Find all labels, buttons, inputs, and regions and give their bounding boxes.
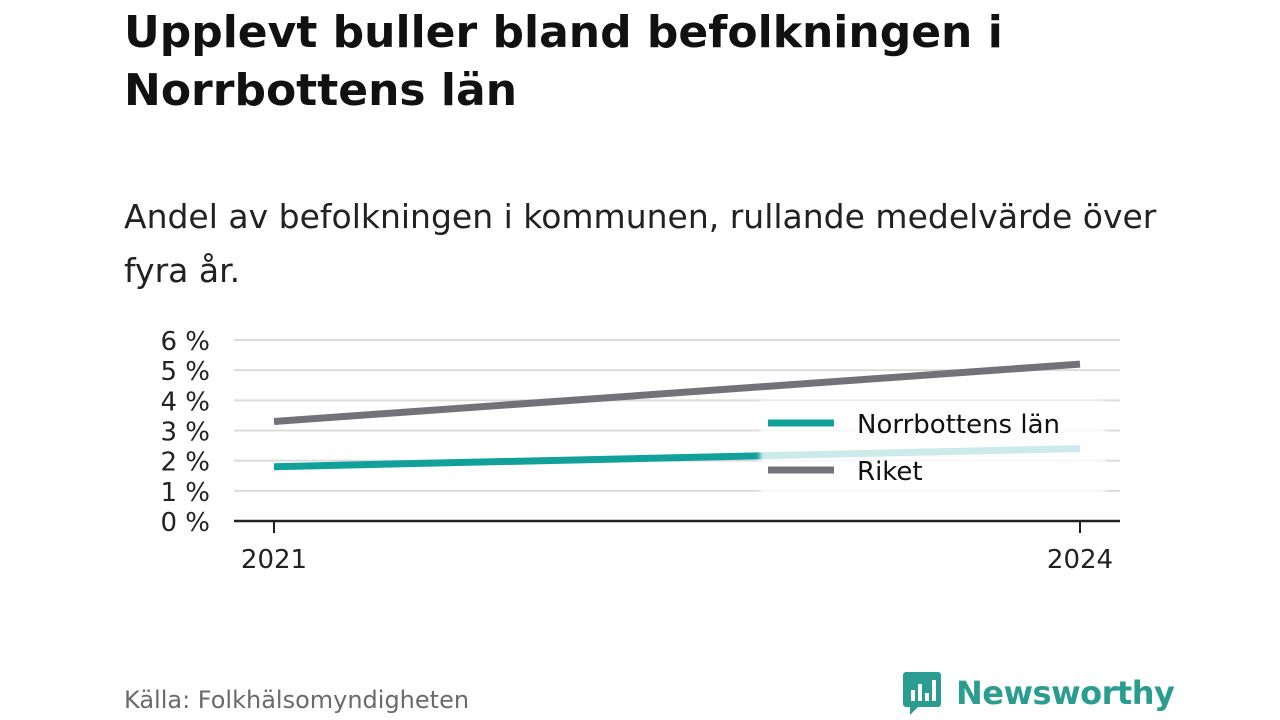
y-tick-label: 1 % bbox=[160, 478, 210, 508]
legend: Norrbottens län Riket bbox=[760, 400, 1105, 500]
x-tick-label: 2024 bbox=[1047, 545, 1113, 575]
chart-subtitle: Andel av befolkningen i kommunen, rullan… bbox=[124, 197, 1157, 290]
legend-label-1: Riket bbox=[857, 457, 923, 487]
x-axis: 2021 2024 bbox=[234, 519, 1120, 575]
y-tick-label: 2 % bbox=[160, 448, 210, 478]
brand-name: Newsworthy bbox=[956, 674, 1175, 712]
brand-logo: Newsworthy bbox=[902, 670, 1175, 716]
y-axis-ticks: 0 %1 %2 %3 %4 %5 %6 % bbox=[160, 327, 210, 538]
y-tick-label: 6 % bbox=[160, 327, 210, 357]
y-tick-label: 4 % bbox=[160, 387, 210, 417]
series-line-1 bbox=[273, 360, 1081, 425]
y-tick-label: 5 % bbox=[160, 357, 210, 387]
newsworthy-logo-icon bbox=[903, 672, 941, 715]
y-tick-label: 0 % bbox=[160, 508, 210, 538]
x-tick-label: 2021 bbox=[241, 545, 307, 575]
chart-title: Upplevt buller bland befolkningen i Norr… bbox=[124, 7, 1003, 116]
legend-background bbox=[760, 400, 1105, 500]
source-note: Källa: Folkhälsomyndigheten bbox=[124, 686, 470, 714]
legend-label-0: Norrbottens län bbox=[857, 410, 1060, 440]
y-tick-label: 3 % bbox=[160, 418, 210, 448]
